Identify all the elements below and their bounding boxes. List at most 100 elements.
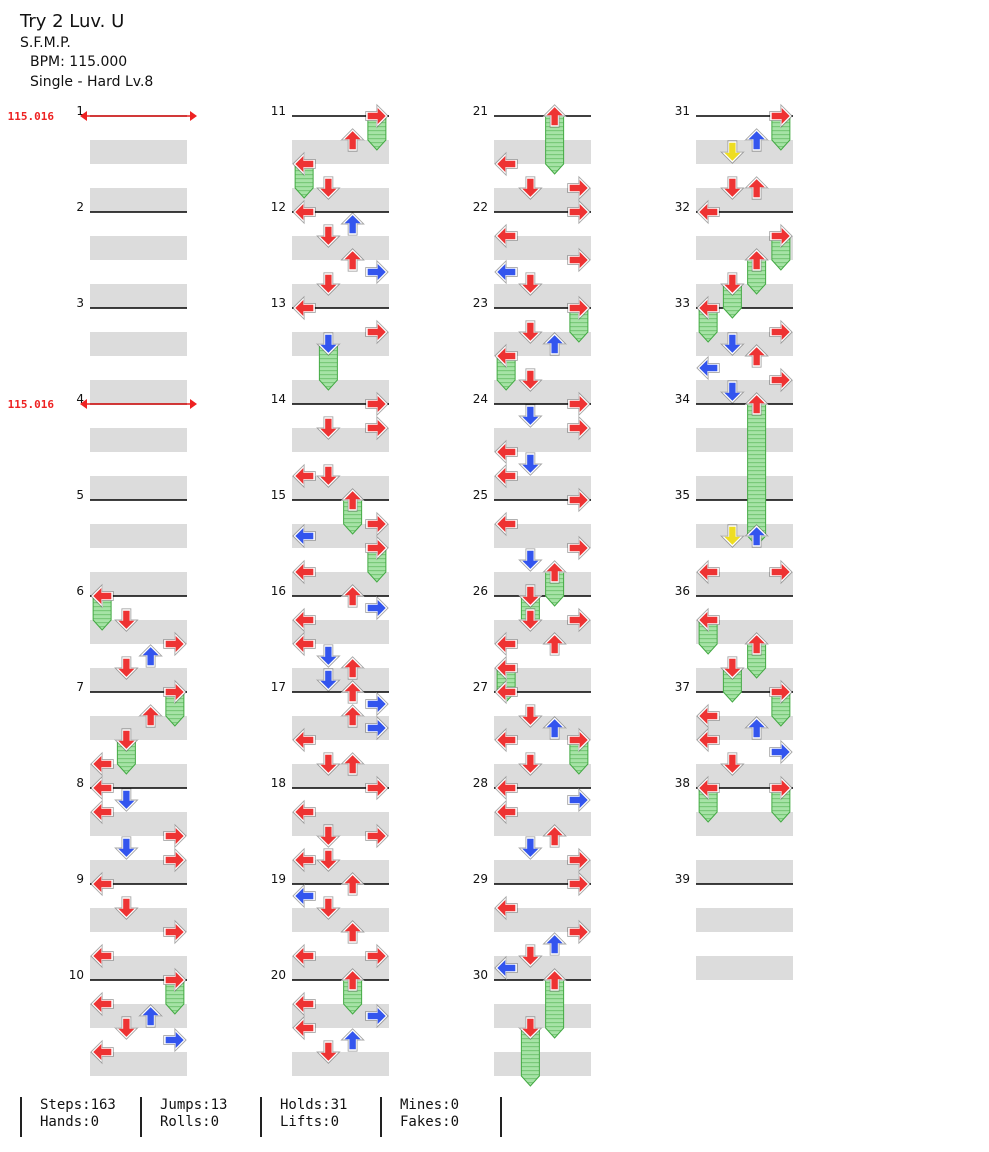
arrow-outline	[494, 259, 518, 285]
left-arrow-note	[90, 944, 113, 968]
bpm-change-label: 115.016	[8, 398, 55, 411]
right-arrow-note	[568, 200, 591, 224]
down-arrow-note	[720, 273, 745, 296]
arrow-outline	[365, 775, 389, 801]
down-arrow-note	[316, 417, 341, 440]
right-arrow-note	[568, 920, 591, 944]
arrow-outline	[518, 584, 543, 608]
measure-number: 39	[675, 872, 690, 886]
difficulty-label: Single - Hard Lv.8	[30, 74, 154, 90]
right-arrow-note	[366, 536, 389, 560]
arrow-outline	[744, 632, 769, 656]
down-arrow-note	[316, 465, 341, 488]
arrow-outline	[696, 607, 720, 633]
arrow-outline	[365, 535, 389, 561]
arrow-outline	[114, 608, 139, 632]
arrow-outline	[567, 487, 591, 513]
measure-number: 30	[473, 968, 488, 982]
right-arrow-note	[164, 1028, 187, 1052]
arrow-outline	[114, 728, 139, 752]
right-arrow-note	[770, 104, 793, 128]
down-arrow-note	[518, 273, 543, 296]
up-arrow-note	[744, 524, 769, 547]
arrow-outline	[365, 943, 389, 969]
arrow-outline	[292, 199, 316, 225]
arrow-outline	[340, 128, 365, 152]
arrow-outline	[542, 824, 567, 848]
right-arrow-note	[366, 260, 389, 284]
arrow-outline	[567, 871, 591, 897]
down-arrow-note	[720, 753, 745, 776]
song-title: Try 2 Luv. U	[20, 11, 125, 32]
arrow-outline	[365, 1003, 389, 1029]
beat-stripe	[494, 1004, 591, 1028]
arrow-outline	[163, 919, 187, 945]
left-arrow-note	[494, 800, 517, 824]
left-arrow-note	[292, 608, 315, 632]
bpm-change-label: 115.016	[8, 110, 55, 123]
arrow-outline	[542, 632, 567, 656]
beat-stripe	[90, 332, 187, 356]
right-arrow-note	[164, 824, 187, 848]
up-arrow-note	[744, 176, 769, 199]
left-arrow-note	[292, 728, 315, 752]
up-arrow-note	[340, 656, 365, 679]
measure-number: 15	[271, 488, 286, 502]
left-arrow-note	[494, 440, 517, 464]
right-arrow-note	[770, 320, 793, 344]
arrow-outline	[114, 1016, 139, 1040]
down-arrow-note	[316, 177, 341, 200]
down-arrow-note	[114, 789, 139, 812]
left-arrow-note	[696, 608, 719, 632]
arrow-outline	[567, 247, 591, 273]
arrow-outline	[744, 524, 769, 548]
down-arrow-note	[316, 825, 341, 848]
arrow-outline	[720, 656, 745, 680]
up-arrow-note	[744, 344, 769, 367]
left-arrow-note	[292, 200, 315, 224]
beat-stripe	[696, 428, 793, 452]
measure-number: 1	[76, 104, 84, 118]
arrow-outline	[542, 932, 567, 956]
left-arrow-note	[90, 1040, 113, 1064]
arrow-outline	[365, 259, 389, 285]
arrow-outline	[365, 391, 389, 417]
arrow-outline	[518, 404, 543, 428]
arrow-outline	[494, 151, 518, 177]
right-arrow-note	[568, 392, 591, 416]
measure-number: 29	[473, 872, 488, 886]
left-arrow-note	[696, 560, 719, 584]
right-arrow-note	[164, 968, 187, 992]
right-arrow-note	[366, 320, 389, 344]
arrow-outline	[316, 824, 341, 848]
measure-number: 36	[675, 584, 690, 598]
down-arrow-note	[114, 609, 139, 632]
arrow-outline	[90, 583, 114, 609]
arrow-outline	[494, 511, 518, 537]
arrow-outline	[769, 559, 793, 585]
arrow-outline	[163, 823, 187, 849]
right-arrow-note	[568, 848, 591, 872]
arrow-outline	[292, 295, 316, 321]
arrow-outline	[769, 103, 793, 129]
right-arrow-note	[568, 788, 591, 812]
arrow-outline	[365, 103, 389, 129]
arrow-outline	[138, 704, 163, 728]
up-arrow-note	[744, 248, 769, 271]
arrow-outline	[720, 272, 745, 296]
left-arrow-note	[292, 524, 315, 548]
arrow-outline	[292, 631, 316, 657]
left-arrow-note	[90, 800, 113, 824]
arrow-outline	[365, 823, 389, 849]
stat-fakes: Fakes:0	[400, 1114, 460, 1130]
down-arrow-note	[720, 657, 745, 680]
left-arrow-note	[494, 656, 517, 680]
right-arrow-note	[568, 296, 591, 320]
down-arrow-note	[518, 753, 543, 776]
stats-group-holds: Holds:31 Lifts:0	[260, 1097, 347, 1137]
down-arrow-note	[518, 945, 543, 968]
bpm-label: BPM: 115.000	[30, 54, 128, 70]
down-arrow-note	[518, 1017, 543, 1040]
measure-number: 17	[271, 680, 286, 694]
measure-number: 14	[271, 392, 286, 406]
